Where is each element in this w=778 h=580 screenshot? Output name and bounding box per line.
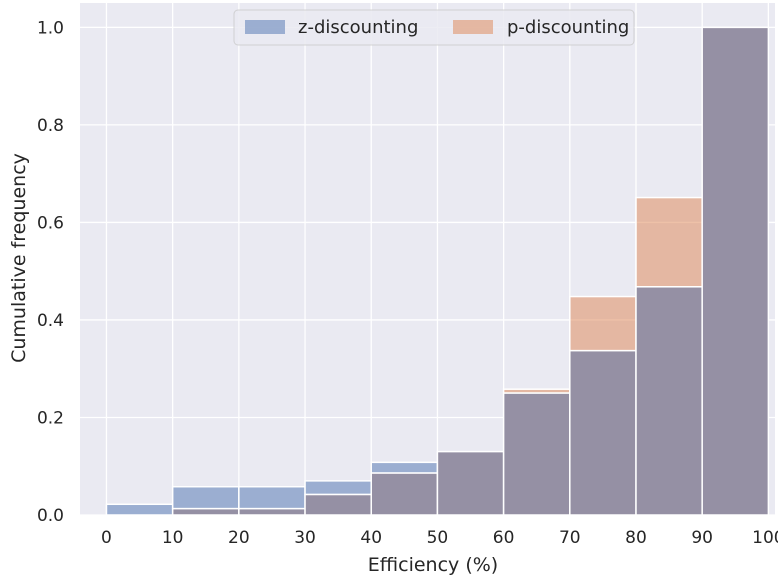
y-axis-label: Cumulative frequency	[8, 153, 30, 363]
legend-swatch-p-discounting	[453, 20, 493, 34]
x-tick-label: 40	[360, 528, 382, 548]
bar-z-discounting-excess	[105, 503, 174, 516]
legend-label-p-discounting: p-discounting	[507, 17, 629, 38]
y-tick-label: 0.8	[37, 116, 64, 136]
y-tick-label: 0.0	[37, 506, 64, 526]
bar-z-discounting-excess	[304, 480, 372, 496]
x-tick-label: 70	[559, 528, 581, 548]
x-tick-label: 10	[162, 528, 184, 548]
x-tick-label: 100	[752, 528, 778, 548]
bar-overlap	[502, 392, 571, 516]
x-tick-label: 90	[691, 528, 713, 548]
bar-overlap	[701, 26, 770, 516]
y-axis-ticks: 0.0 0.2 0.4 0.6 0.8 1.0	[37, 18, 64, 526]
x-axis-ticks: 0 10 20 30 40 50 60 70 80 90 100	[101, 528, 778, 548]
bar-z-discounting-excess	[171, 485, 240, 510]
x-tick-label: 50	[427, 528, 449, 548]
x-tick-label: 30	[294, 528, 316, 548]
bar-overlap	[304, 493, 372, 516]
bar-z-discounting-excess	[238, 485, 306, 510]
bar-overlap	[238, 507, 306, 516]
histogram-bars	[105, 26, 770, 516]
bar-overlap	[171, 507, 240, 516]
bar-overlap	[436, 450, 505, 516]
legend: z-discounting p-discounting	[233, 9, 635, 46]
x-tick-label: 0	[101, 528, 112, 548]
y-tick-label: 1.0	[37, 18, 64, 38]
bar-p-discounting-excess	[569, 295, 637, 352]
legend-box	[233, 9, 635, 46]
y-tick-label: 0.4	[37, 311, 64, 331]
x-tick-label: 60	[493, 528, 515, 548]
bar-overlap	[569, 349, 637, 516]
y-tick-label: 0.6	[37, 213, 64, 233]
bar-overlap	[635, 286, 703, 516]
x-tick-label: 80	[625, 528, 647, 548]
y-tick-label: 0.2	[37, 408, 64, 428]
bar-z-discounting-excess	[370, 461, 439, 474]
bar-overlap	[370, 472, 439, 516]
x-axis-label: Efficiency (%)	[368, 554, 498, 576]
legend-swatch-z-discounting	[245, 20, 285, 34]
legend-label-z-discounting: z-discounting	[298, 17, 418, 38]
x-tick-label: 20	[228, 528, 250, 548]
bar-p-discounting-excess	[635, 196, 703, 288]
